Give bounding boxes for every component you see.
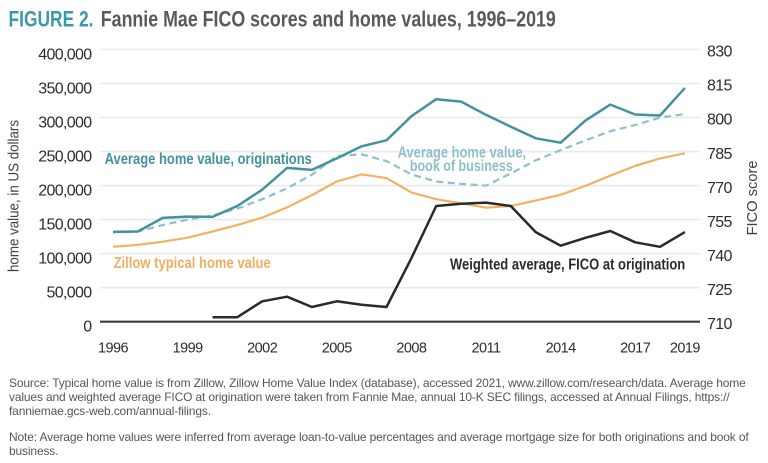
svg-text:350,000: 350,000 <box>38 80 92 97</box>
svg-text:100,000: 100,000 <box>38 250 92 267</box>
svg-text:2014: 2014 <box>546 341 577 357</box>
svg-text:1999: 1999 <box>173 341 204 357</box>
svg-text:FIGURE 2.: FIGURE 2. <box>9 7 94 32</box>
svg-text:300,000: 300,000 <box>38 114 92 131</box>
svg-text:755: 755 <box>707 214 732 231</box>
svg-text:785: 785 <box>707 146 732 163</box>
svg-text:710: 710 <box>707 316 732 333</box>
svg-text:home value, in US dollars: home value, in US dollars <box>7 120 23 272</box>
svg-text:2017: 2017 <box>620 341 651 357</box>
svg-text:Zillow typical home value: Zillow typical home value <box>114 255 271 272</box>
svg-text:2002: 2002 <box>247 341 278 357</box>
svg-text:Average home value,: Average home value, <box>398 145 526 162</box>
svg-text:740: 740 <box>707 248 732 265</box>
svg-text:2019: 2019 <box>670 341 701 357</box>
svg-text:250,000: 250,000 <box>38 148 92 165</box>
svg-text:770: 770 <box>707 180 732 197</box>
svg-text:1996: 1996 <box>98 341 129 357</box>
svg-text:200,000: 200,000 <box>38 182 92 199</box>
svg-text:50,000: 50,000 <box>46 285 92 302</box>
svg-text:book of business: book of business <box>410 158 513 175</box>
svg-text:2011: 2011 <box>472 341 501 357</box>
svg-text:800: 800 <box>707 112 732 129</box>
svg-text:Fannie Mae FICO scores and hom: Fannie Mae FICO scores and home values, … <box>101 7 556 32</box>
svg-text:2008: 2008 <box>396 341 427 357</box>
svg-text:150,000: 150,000 <box>38 216 92 233</box>
svg-text:FICO score: FICO score <box>745 161 761 236</box>
svg-text:Weighted average, FICO at orig: Weighted average, FICO at origination <box>450 257 685 274</box>
svg-text:400,000: 400,000 <box>38 46 92 63</box>
svg-text:2005: 2005 <box>322 341 353 357</box>
svg-text:0: 0 <box>83 319 92 336</box>
svg-text:725: 725 <box>707 282 732 299</box>
svg-text:Average home value, originatio: Average home value, originations <box>105 151 312 168</box>
svg-text:830: 830 <box>707 44 732 61</box>
svg-text:815: 815 <box>707 78 732 95</box>
